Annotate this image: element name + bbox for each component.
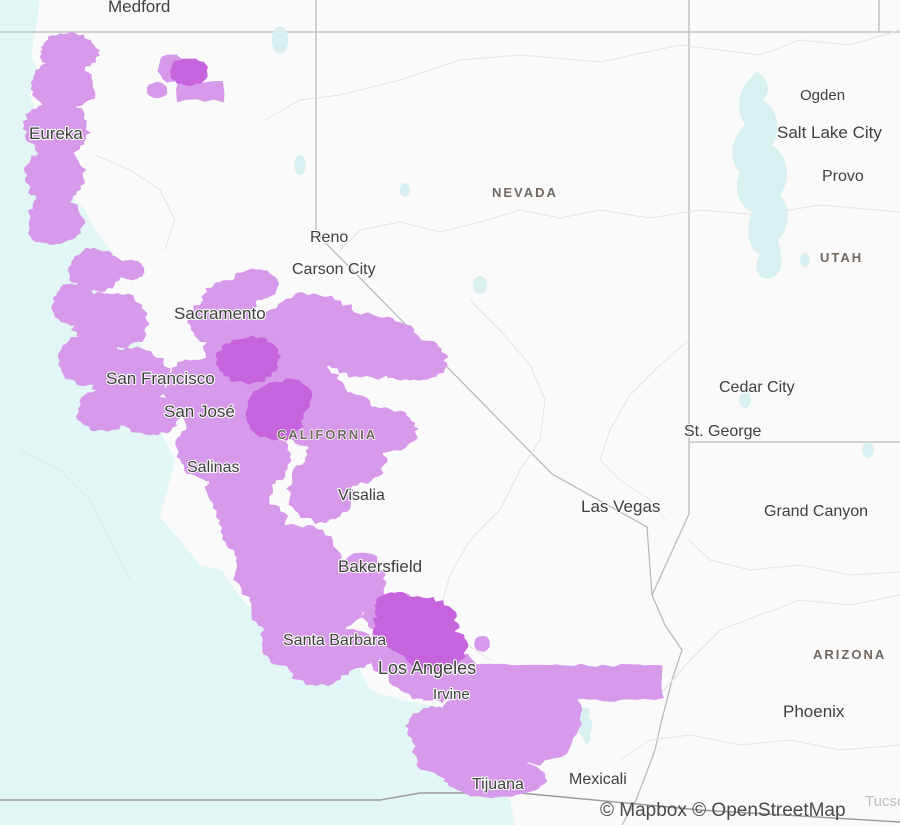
svg-text:Eureka: Eureka bbox=[29, 124, 83, 143]
svg-text:Santa Barbara: Santa Barbara bbox=[283, 632, 386, 649]
svg-text:Grand Canyon: Grand Canyon bbox=[764, 503, 868, 520]
svg-text:ARIZONA: ARIZONA bbox=[813, 647, 886, 662]
svg-text:Los Angeles: Los Angeles bbox=[378, 658, 476, 678]
svg-text:Reno: Reno bbox=[310, 229, 348, 246]
svg-text:Mexicali: Mexicali bbox=[569, 771, 627, 788]
svg-text:Carson City: Carson City bbox=[292, 261, 376, 278]
svg-text:© Mapbox © OpenStreetMap: © Mapbox © OpenStreetMap bbox=[600, 800, 846, 821]
svg-text:UTAH: UTAH bbox=[820, 250, 863, 265]
svg-text:Irvine: Irvine bbox=[433, 686, 470, 703]
svg-text:Salinas: Salinas bbox=[187, 459, 239, 476]
svg-text:Ogden: Ogden bbox=[800, 87, 845, 104]
svg-text:Sacramento: Sacramento bbox=[174, 304, 266, 323]
svg-text:Cedar City: Cedar City bbox=[719, 379, 795, 396]
svg-text:Phoenix: Phoenix bbox=[783, 702, 845, 721]
svg-text:Medford: Medford bbox=[108, 0, 170, 16]
svg-text:San José: San José bbox=[164, 402, 235, 421]
svg-text:Tijuana: Tijuana bbox=[472, 776, 524, 793]
svg-text:Visalia: Visalia bbox=[338, 487, 385, 504]
svg-text:CALIFORNIA: CALIFORNIA bbox=[277, 427, 377, 442]
svg-text:St. George: St. George bbox=[684, 423, 761, 440]
svg-text:Tucson: Tucson bbox=[865, 793, 900, 810]
svg-text:Las Vegas: Las Vegas bbox=[581, 497, 660, 516]
svg-text:San Francisco: San Francisco bbox=[106, 369, 215, 388]
svg-text:NEVADA: NEVADA bbox=[492, 185, 558, 200]
svg-text:Salt Lake City: Salt Lake City bbox=[777, 123, 882, 142]
svg-text:Provo: Provo bbox=[822, 168, 864, 185]
svg-text:Bakersfield: Bakersfield bbox=[338, 557, 422, 576]
